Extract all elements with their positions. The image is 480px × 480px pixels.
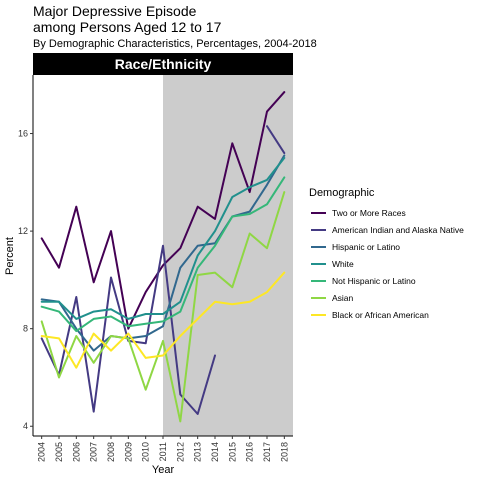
x-tick-label: 2009: [123, 442, 133, 462]
x-tick-label: 2015: [227, 442, 237, 462]
x-tick-label: 2010: [141, 442, 151, 462]
series-line: [40, 191, 286, 423]
shaded-period: [163, 75, 293, 436]
series-line: [40, 156, 286, 320]
x-tick-label: 2008: [106, 442, 116, 462]
x-tick-label: 2007: [89, 442, 99, 462]
x-tick-label: 2006: [71, 442, 81, 462]
x-tick-label: 2005: [54, 442, 64, 462]
y-axis-title: Percent: [4, 237, 16, 275]
x-tick-label: 2004: [37, 442, 47, 462]
chart-title-line-2: among Persons Aged 12 to 17: [33, 19, 222, 35]
chart-subtitle: By Demographic Characteristics, Percenta…: [33, 38, 317, 50]
chart-title-line-1: Major Depressive Episode: [33, 3, 197, 19]
series-line: [40, 176, 286, 333]
facet-strip: [33, 53, 293, 75]
y-tick-label: 16: [18, 129, 28, 139]
legend-label: American Indian and Alaska Native: [332, 225, 464, 235]
y-tick-label: 12: [18, 226, 28, 236]
plot-panel: 4 8 12 16 2004 2005 2006 2007 2008 2009 2010 2011 20…: [18, 75, 293, 462]
series-line: [40, 154, 286, 352]
legend: Demographic Two or More Races American Ind…: [309, 187, 464, 320]
legend-label: Hispanic or Latino: [332, 242, 400, 252]
x-tick-label: 2011: [158, 442, 168, 461]
y-tick-label: 4: [23, 421, 28, 431]
series-line: [40, 271, 286, 369]
legend-label: White: [332, 259, 354, 269]
x-tick-label: 2014: [210, 442, 220, 462]
x-tick-label: 2013: [193, 442, 203, 462]
x-tick-label: 2017: [262, 442, 272, 462]
x-tick-label: 2016: [245, 442, 255, 462]
series-line: [266, 125, 286, 155]
x-tick-label: 2012: [175, 442, 185, 462]
legend-title: Demographic: [309, 187, 375, 199]
x-axis-title: Year: [152, 464, 175, 476]
facet-strip-label: Race/Ethnicity: [115, 56, 212, 72]
series-line: [40, 91, 286, 330]
legend-label: Asian: [332, 293, 354, 303]
legend-label: Two or More Races: [332, 208, 406, 218]
legend-label: Not Hispanic or Latino: [332, 276, 416, 286]
y-tick-label: 8: [23, 324, 28, 334]
legend-label: Black or African American: [332, 310, 429, 320]
x-tick-label: 2018: [279, 442, 289, 462]
